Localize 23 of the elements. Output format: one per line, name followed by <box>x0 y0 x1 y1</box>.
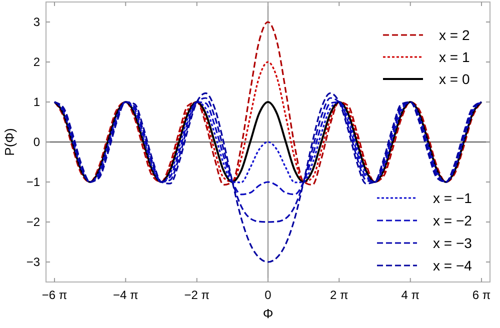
x-tick-label: −4 π <box>112 288 138 302</box>
legend-label: x = 2 <box>439 26 470 43</box>
y-tick-label: −1 <box>26 175 40 190</box>
y-tick-label: −3 <box>26 255 40 270</box>
y-tick-label: 2 <box>33 55 40 70</box>
legend-label: x = −2 <box>433 212 472 228</box>
legend-label: x = −3 <box>433 234 472 251</box>
y-tick-label: 3 <box>33 15 40 30</box>
x-tick-label: 6 π <box>472 288 491 302</box>
x-axis-title: Φ <box>262 306 274 321</box>
legend-label: x = −4 <box>433 257 472 274</box>
legend-label: x = 0 <box>439 70 470 87</box>
y-axis-title: P(Φ) <box>2 128 17 156</box>
legend-label: x = 1 <box>439 48 470 65</box>
x-tick-label: 2 π <box>330 288 348 302</box>
x-tick-label: 0 <box>264 288 272 302</box>
x-tick-label: 4 π <box>401 288 420 302</box>
y-tick-label: −2 <box>26 215 40 230</box>
x-tick-label: −2 π <box>184 288 210 302</box>
y-tick-label: 0 <box>33 135 40 150</box>
x-tick-label: −6 π <box>42 288 68 302</box>
y-tick-label: 1 <box>33 95 40 110</box>
legend-label: x = −1 <box>433 190 472 206</box>
